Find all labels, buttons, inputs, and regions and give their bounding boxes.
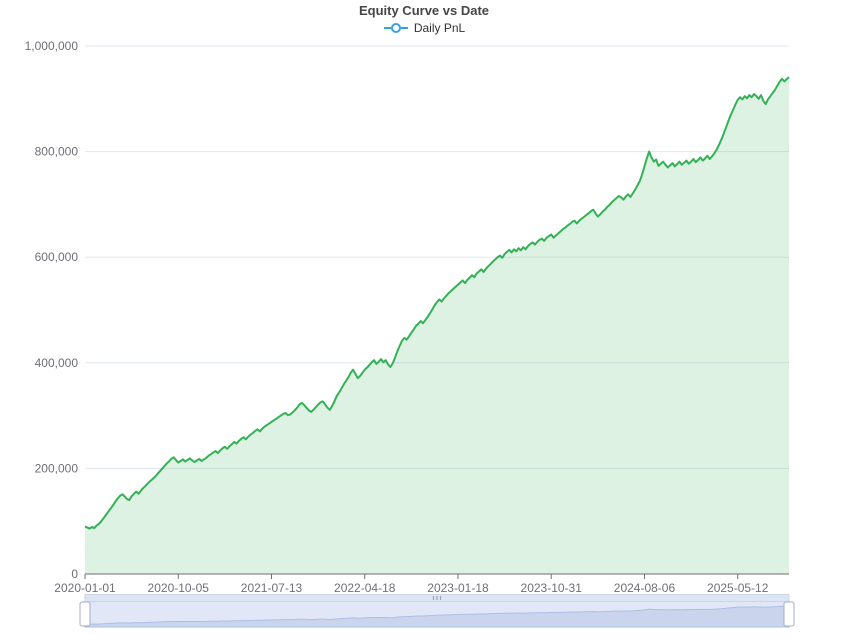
x-axis-tick-label: 2020-10-05 <box>148 581 210 595</box>
datazoom-selected-region[interactable] <box>84 601 790 628</box>
datazoom-left-handle[interactable] <box>79 601 91 627</box>
y-axis-tick-label: 1,000,000 <box>25 39 79 53</box>
chart-title: Equity Curve vs Date <box>358 3 490 18</box>
y-axis-tick-label: 400,000 <box>35 356 79 370</box>
x-axis-tick-label: 2020-01-01 <box>54 581 116 595</box>
x-axis-tick-label: 2021-07-13 <box>241 581 303 595</box>
legend-item-daily-pnl[interactable]: Daily PnL <box>0 21 848 35</box>
x-axis-tick-label: 2023-10-31 <box>521 581 583 595</box>
equity-line <box>84 76 790 530</box>
datazoom-slider[interactable] <box>79 594 795 628</box>
datazoom-data-shadow <box>84 605 790 628</box>
x-axis-tick-label: 2023-01-18 <box>427 581 489 595</box>
y-axis-tick-label: 800,000 <box>35 145 79 159</box>
x-axis-tick-label: 2022-04-18 <box>334 581 396 595</box>
x-axis-tick-label: 2025-05-12 <box>707 581 769 595</box>
line-series-legend-icon <box>383 23 408 33</box>
legend-label: Daily PnL <box>413 21 466 35</box>
datazoom-right-handle[interactable] <box>783 601 795 627</box>
y-axis-tick-label: 0 <box>71 567 78 581</box>
y-axis-tick-label: 600,000 <box>35 250 79 264</box>
y-axis-tick-label: 200,000 <box>35 461 79 475</box>
x-axis-tick-label: 2024-08-06 <box>614 581 676 595</box>
